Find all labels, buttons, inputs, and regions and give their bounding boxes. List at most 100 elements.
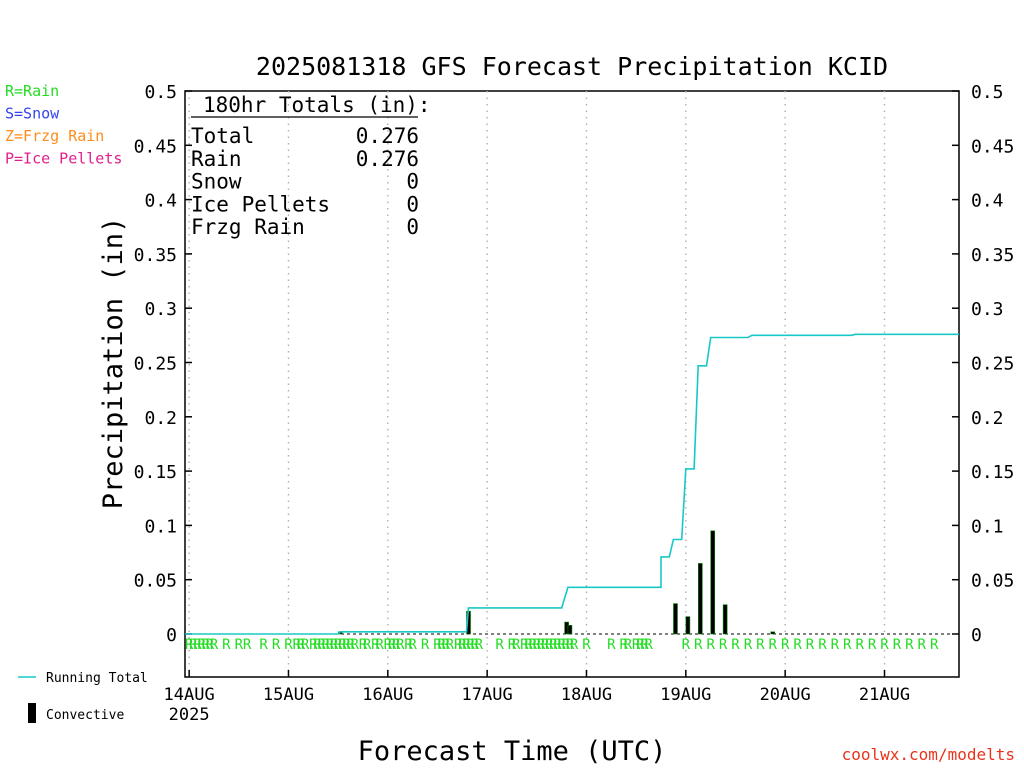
ptype-mark: R	[322, 637, 331, 653]
ptype-mark: R	[553, 637, 562, 653]
ptype-mark: R	[640, 637, 649, 653]
ptype-mark: R	[508, 637, 517, 653]
ptype-mark: R	[454, 637, 463, 653]
ptype-mark: R	[582, 637, 591, 653]
ptype-mark: R	[620, 637, 629, 653]
totals-row-label: Snow	[191, 170, 242, 194]
ptype-mark: R	[284, 637, 293, 653]
convective-bar	[710, 530, 716, 635]
y-tick-label-left: 0.2	[144, 408, 177, 429]
y-tick-label-left: 0.1	[144, 516, 177, 537]
ptype-mark: R	[293, 637, 302, 653]
ptype-mark: R	[607, 637, 616, 653]
x-tick-label: 20AUG	[760, 685, 811, 705]
totals-header: 180hr Totals (in):	[203, 93, 431, 117]
ptype-mark: R	[446, 637, 455, 653]
ptype-mark: R	[396, 637, 405, 653]
ptype-mark: R	[843, 637, 852, 653]
legend-running-total-label: Running Total	[46, 671, 148, 686]
y-tick-label-left: 0.35	[134, 245, 177, 266]
ptype-mark: R	[350, 637, 359, 653]
totals-row-value: 0.276	[356, 124, 419, 148]
ptype-mark: R	[272, 637, 281, 653]
ptype-mark: R	[437, 637, 446, 653]
credit-text: coolwx.com/modelts	[842, 745, 1015, 764]
ptype-mark: R	[632, 637, 641, 653]
ptype-mark: R	[185, 637, 194, 653]
ptype-mark: R	[520, 637, 529, 653]
ptype-mark: R	[388, 637, 397, 653]
y-tick-label-left: 0.4	[144, 191, 177, 212]
ptype-mark: R	[210, 637, 219, 653]
totals-row-value: 0	[406, 215, 419, 239]
ptype-mark: R	[301, 637, 310, 653]
x-year-label: 2025	[169, 705, 210, 725]
ptype-mark: R	[421, 637, 430, 653]
ptype-mark: R	[831, 637, 840, 653]
ptype-mark: R	[781, 637, 790, 653]
ptype-mark: R	[363, 637, 372, 653]
ptype-mark: R	[475, 637, 484, 653]
convective-bar	[567, 625, 573, 635]
ptype-mark: R	[545, 637, 554, 653]
y-tick-label-right: 0.5	[971, 82, 1004, 103]
ptype-mark: R	[880, 637, 889, 653]
y-axis-title: Precipitation (in)	[98, 217, 129, 510]
ptype-mark: R	[297, 637, 306, 653]
ptype-legend-item: S=Snow	[5, 105, 60, 123]
totals-row-label: Total	[191, 124, 254, 148]
y-tick-label-right: 0	[971, 625, 982, 646]
ptype-mark: R	[624, 637, 633, 653]
ptype-mark: R	[793, 637, 802, 653]
ptype-mark: R	[893, 637, 902, 653]
ptype-mark: R	[512, 637, 521, 653]
ptype-mark: R	[528, 637, 537, 653]
convective-bar	[698, 563, 703, 635]
ptype-legend-item: R=Rain	[5, 82, 59, 100]
ptype-mark: R	[346, 637, 355, 653]
totals-row-label: Rain	[191, 147, 242, 171]
ptype-mark: R	[334, 637, 343, 653]
y-tick-label-left: 0.45	[134, 136, 177, 157]
ptype-mark: R	[342, 637, 351, 653]
convective-bar	[673, 603, 678, 635]
y-tick-label-left: 0.25	[134, 354, 177, 375]
y-tick-label-left: 0.05	[134, 571, 177, 592]
ptype-legend-item: P=Ice Pellets	[5, 150, 122, 168]
plot-frame	[184, 90, 960, 678]
y-tick-label-right: 0.45	[971, 136, 1014, 157]
y-tick-label-right: 0.4	[971, 191, 1004, 212]
ptype-mark: R	[644, 637, 653, 653]
ptype-mark: R	[326, 637, 335, 653]
ptype-mark: R	[731, 637, 740, 653]
ptype-mark: R	[769, 637, 778, 653]
y-tick-label-right: 0.2	[971, 408, 1004, 429]
ptype-mark: R	[338, 637, 347, 653]
convective-bar	[685, 616, 691, 635]
convective-bar	[722, 604, 728, 635]
ptype-mark: R	[756, 637, 765, 653]
ptype-mark: R	[433, 637, 442, 653]
ptype-mark: R	[222, 637, 231, 653]
y-tick-label-right: 0.1	[971, 516, 1004, 537]
ptype-mark: R	[201, 637, 210, 653]
ptype-mark: R	[189, 637, 198, 653]
y-tick-label-left: 0.3	[144, 299, 177, 320]
ptype-mark: R	[706, 637, 715, 653]
ptype-mark: R	[495, 637, 504, 653]
ptype-mark: R	[930, 637, 939, 653]
convective-bar	[770, 631, 776, 635]
ptype-mark: R	[243, 637, 252, 653]
ptype-mark: R	[206, 637, 215, 653]
ptype-mark: R	[235, 637, 244, 653]
ptype-mark: R	[533, 637, 542, 653]
x-tick-label: 15AUG	[263, 685, 314, 705]
x-tick-label: 17AUG	[462, 685, 513, 705]
x-tick-label: 14AUG	[164, 685, 215, 705]
x-axis-title: Forecast Time (UTC)	[358, 736, 667, 767]
ptype-mark: R	[442, 637, 451, 653]
ptype-mark: R	[371, 637, 380, 653]
y-tick-label-right: 0.3	[971, 299, 1004, 320]
y-tick-label-right: 0.05	[971, 571, 1014, 592]
